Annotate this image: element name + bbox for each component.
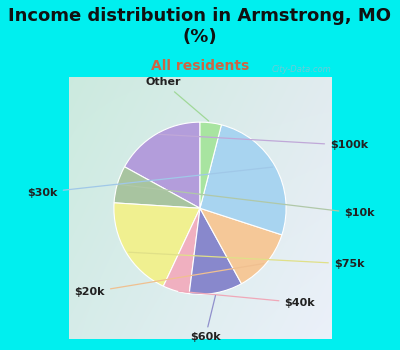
Text: $60k: $60k xyxy=(190,295,220,342)
Text: Other: Other xyxy=(146,77,209,121)
Text: $20k: $20k xyxy=(74,264,264,297)
Wedge shape xyxy=(200,125,286,235)
Text: $10k: $10k xyxy=(120,184,375,218)
Wedge shape xyxy=(114,167,200,208)
Text: City-Data.com: City-Data.com xyxy=(271,65,331,74)
Text: All residents: All residents xyxy=(151,60,249,74)
Text: $40k: $40k xyxy=(179,291,315,308)
Text: Income distribution in Armstrong, MO
(%): Income distribution in Armstrong, MO (%) xyxy=(8,7,392,46)
Wedge shape xyxy=(114,203,200,286)
Wedge shape xyxy=(200,122,222,208)
Wedge shape xyxy=(124,122,200,208)
Text: $75k: $75k xyxy=(129,252,364,269)
Wedge shape xyxy=(200,208,282,284)
Text: $100k: $100k xyxy=(159,134,368,150)
Wedge shape xyxy=(189,208,242,294)
Wedge shape xyxy=(163,208,200,294)
Text: $30k: $30k xyxy=(27,167,273,197)
